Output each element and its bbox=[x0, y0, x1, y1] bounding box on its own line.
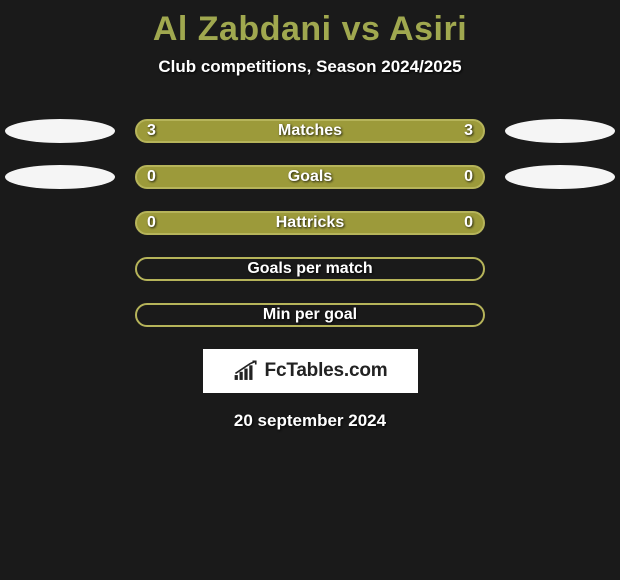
player-b-marker bbox=[505, 165, 615, 189]
stat-value-left: 0 bbox=[147, 214, 156, 232]
stat-label: Goals per match bbox=[247, 260, 372, 278]
stat-row: Goals per match bbox=[0, 257, 620, 281]
stat-value-right: 3 bbox=[464, 122, 473, 140]
branding-text: FcTables.com bbox=[265, 360, 388, 382]
player-b-name: Asiri bbox=[389, 10, 467, 48]
subtitle: Club competitions, Season 2024/2025 bbox=[0, 57, 620, 77]
stat-row: 3 Matches 3 bbox=[0, 119, 620, 143]
player-a-name: Al Zabdani bbox=[153, 10, 332, 48]
comparison-infographic: Al Zabdani vs Asiri Club competitions, S… bbox=[0, 0, 620, 580]
player-a-marker bbox=[5, 165, 115, 189]
branding-badge: FcTables.com bbox=[203, 349, 418, 393]
title-vs: vs bbox=[342, 10, 381, 48]
stat-row: Min per goal bbox=[0, 303, 620, 327]
stat-label: Goals bbox=[288, 168, 332, 186]
player-b-marker bbox=[505, 119, 615, 143]
stat-label: Min per goal bbox=[263, 306, 357, 324]
stat-bar: 3 Matches 3 bbox=[135, 119, 485, 143]
stat-row: 0 Goals 0 bbox=[0, 165, 620, 189]
stat-label: Matches bbox=[278, 122, 342, 140]
fctables-logo-icon bbox=[233, 360, 259, 382]
stat-bar: 0 Hattricks 0 bbox=[135, 211, 485, 235]
player-a-marker bbox=[5, 119, 115, 143]
stat-row: 0 Hattricks 0 bbox=[0, 211, 620, 235]
date-line: 20 september 2024 bbox=[0, 411, 620, 431]
stat-bar: Min per goal bbox=[135, 303, 485, 327]
stat-value-right: 0 bbox=[464, 214, 473, 232]
stat-rows: 3 Matches 3 0 Goals 0 0 Hattricks 0 Goals per mat… bbox=[0, 119, 620, 327]
stat-value-left: 3 bbox=[147, 122, 156, 140]
stat-value-left: 0 bbox=[147, 168, 156, 186]
stat-label: Hattricks bbox=[276, 214, 344, 232]
stat-bar: 0 Goals 0 bbox=[135, 165, 485, 189]
page-title: Al Zabdani vs Asiri bbox=[0, 0, 620, 49]
stat-value-right: 0 bbox=[464, 168, 473, 186]
stat-bar: Goals per match bbox=[135, 257, 485, 281]
